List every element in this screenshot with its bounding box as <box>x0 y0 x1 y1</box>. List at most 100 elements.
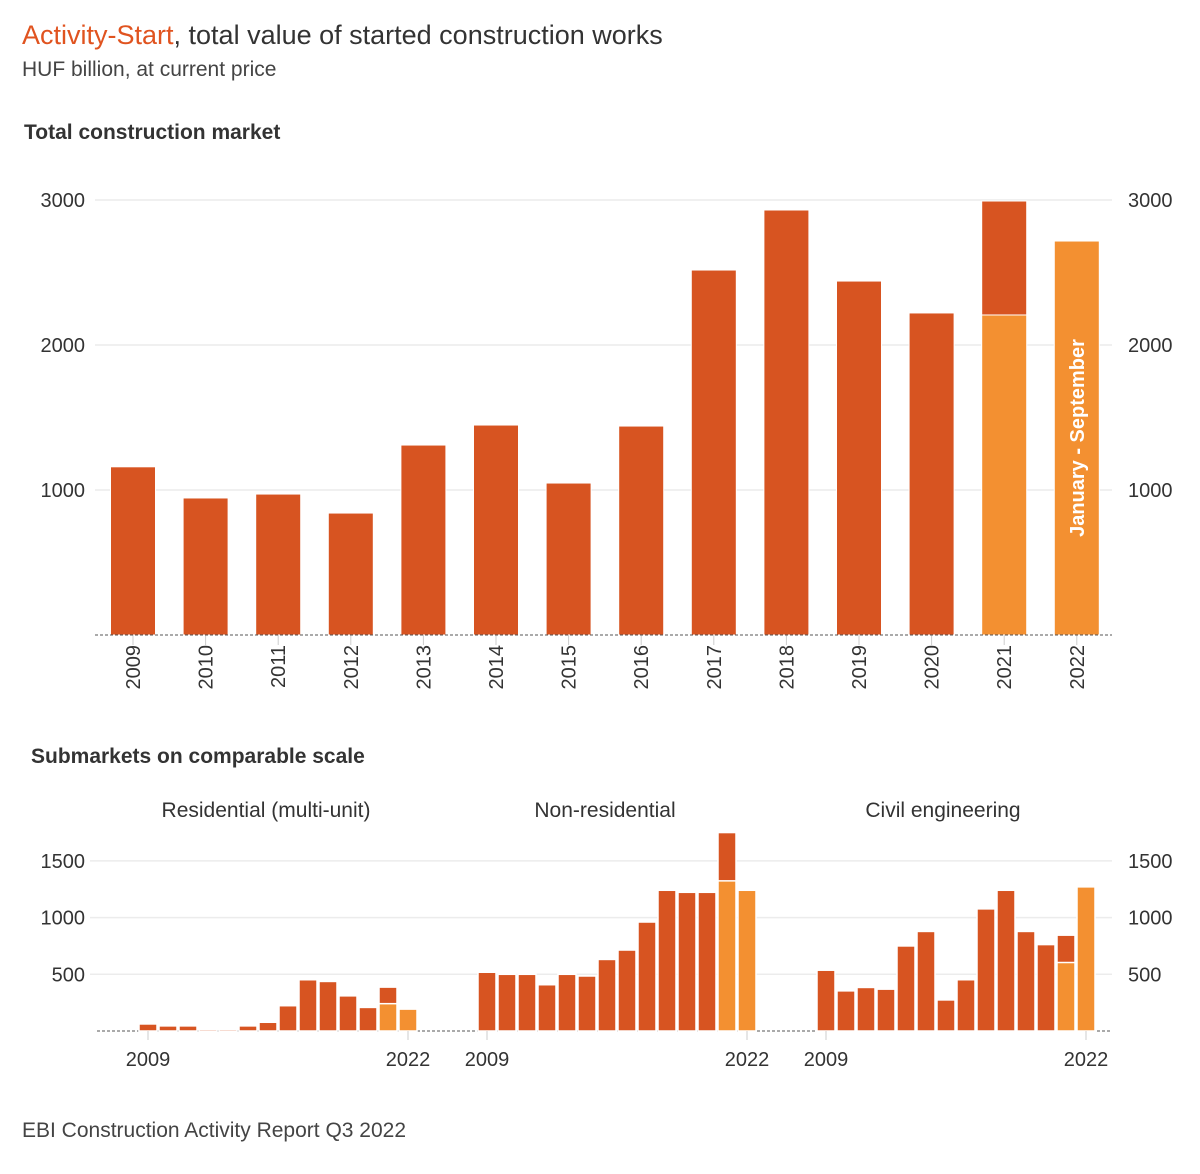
x-tick-label: 2022 <box>1067 645 1089 690</box>
main-chart-title: Total construction market <box>24 121 281 144</box>
submarkets-title: Submarkets on comparable scale <box>31 745 365 768</box>
bar-full-year-2020 <box>358 1006 378 1032</box>
bar-jan-sep-2022 <box>1053 240 1100 636</box>
bar-full-year-2018 <box>996 889 1016 1032</box>
bar-full-year-2016 <box>617 949 637 1032</box>
x-tick-label: 2010 <box>196 645 218 690</box>
x-tick-label: 2014 <box>486 645 508 690</box>
bar-full-year-2020 <box>1036 943 1056 1032</box>
bar-full-year-2013 <box>400 444 447 636</box>
x-tick-label: 2016 <box>631 645 653 690</box>
bar-jan-sep-2022 <box>1076 886 1096 1032</box>
x-tick-label: 2022 <box>1064 1049 1109 1071</box>
bar-full-year-2018 <box>318 980 338 1032</box>
bar-full-year-2020 <box>697 891 717 1032</box>
panel-title: Non-residential <box>534 799 675 822</box>
x-tick-label: 2022 <box>725 1049 770 1071</box>
bar-jan-sep-2021 <box>981 314 1028 636</box>
bar-full-year-2015 <box>936 999 956 1032</box>
y-tick-label-left: 500 <box>52 964 85 986</box>
bar-full-year-2012 <box>876 988 896 1032</box>
bar-full-year-2013 <box>896 945 916 1032</box>
bar-full-year-2014 <box>473 424 519 636</box>
title-rest: , total value of started construction wo… <box>173 20 663 50</box>
bar-full-year-2011 <box>255 493 302 636</box>
bar-full-year-2017 <box>976 908 996 1032</box>
bar-full-year-2018 <box>763 209 810 636</box>
bar-full-year-2011 <box>178 1025 198 1032</box>
bar-full-year-2011 <box>856 986 876 1032</box>
title-accent: Activity-Start <box>22 20 174 50</box>
x-tick-label: 2012 <box>341 645 363 690</box>
panel-title: Residential (multi-unit) <box>162 799 371 822</box>
bar-full-year-2017 <box>690 269 737 636</box>
chart-subtitle: HUF billion, at current price <box>22 58 277 81</box>
bar-full-year-2010 <box>182 497 229 636</box>
y-tick-label-left: 2000 <box>41 335 86 357</box>
bar-full-year-2010 <box>497 973 517 1032</box>
y-tick-label-right: 500 <box>1128 964 1161 986</box>
bar-jan-sep-2022 <box>737 889 757 1032</box>
chart-title: Activity-Start, total value of started c… <box>22 20 663 51</box>
bar-full-year-2016 <box>618 425 665 636</box>
bar-full-year-2010 <box>158 1025 178 1032</box>
bar-full-year-2014 <box>577 975 597 1032</box>
x-tick-label: 2013 <box>413 645 435 690</box>
x-tick-label: 2009 <box>804 1049 849 1071</box>
bar-full-year-2012 <box>327 512 374 636</box>
bar-full-year-2016 <box>956 978 976 1032</box>
bar-full-year-2009 <box>110 466 156 636</box>
y-tick-label-left: 3000 <box>41 190 86 212</box>
panel-title: Civil engineering <box>865 799 1020 822</box>
y-tick-label-left: 1000 <box>41 908 86 930</box>
y-tick-label-left: 1000 <box>41 480 86 502</box>
bar-full-year-2009 <box>138 1023 158 1032</box>
jan-sep-annotation: January - September <box>1067 339 1089 537</box>
x-tick-label: 2017 <box>704 645 726 690</box>
bar-full-year-2019 <box>1016 930 1036 1032</box>
bar-full-year-2019 <box>338 995 358 1032</box>
x-tick-label: 2020 <box>922 645 944 690</box>
bar-full-year-2015 <box>597 958 617 1032</box>
bar-full-year-2013 <box>557 973 577 1032</box>
bar-full-year-2019 <box>836 280 882 636</box>
bar-full-year-2014 <box>916 930 936 1032</box>
y-tick-label-right: 3000 <box>1128 190 1173 212</box>
x-tick-label: 2009 <box>465 1049 510 1071</box>
x-tick-label: 2019 <box>849 645 871 690</box>
bar-full-year-2011 <box>517 973 537 1032</box>
bar-full-year-2017 <box>298 978 318 1032</box>
bar-full-year-2016 <box>278 1004 298 1032</box>
bar-jan-sep-2021 <box>378 1002 398 1032</box>
x-tick-label: 2009 <box>126 1049 171 1071</box>
bar-jan-sep-2021 <box>717 880 737 1032</box>
x-tick-label: 2018 <box>776 645 798 690</box>
y-tick-label-right: 2000 <box>1128 335 1173 357</box>
bar-full-year-2010 <box>836 990 856 1032</box>
bar-full-year-2012 <box>198 1028 218 1032</box>
y-tick-label-right: 1000 <box>1128 480 1173 502</box>
bar-full-year-2012 <box>537 983 557 1032</box>
y-tick-label-left: 1500 <box>41 851 86 873</box>
x-tick-label: 2015 <box>559 645 581 690</box>
bar-full-year-2009 <box>477 971 497 1032</box>
bar-full-year-2017 <box>637 921 657 1032</box>
y-tick-label-right: 1500 <box>1128 851 1173 873</box>
bar-full-year-2019 <box>677 891 697 1032</box>
bar-full-year-2015 <box>258 1021 278 1032</box>
bar-full-year-2015 <box>545 482 592 636</box>
x-tick-label: 2011 <box>268 645 290 688</box>
bar-full-year-2014 <box>238 1025 258 1032</box>
bar-full-year-2013 <box>218 1028 238 1032</box>
x-tick-label: 2009 <box>123 645 145 690</box>
x-tick-label: 2022 <box>386 1049 431 1071</box>
bar-full-year-2009 <box>816 969 836 1032</box>
bar-full-year-2018 <box>657 889 677 1032</box>
bar-jan-sep-2022 <box>398 1008 418 1032</box>
bar-jan-sep-2021 <box>1056 961 1076 1032</box>
x-tick-label: 2021 <box>994 645 1016 690</box>
y-tick-label-right: 1000 <box>1128 908 1173 930</box>
source-footer: EBI Construction Activity Report Q3 2022 <box>22 1119 407 1142</box>
bar-full-year-2020 <box>908 312 955 636</box>
